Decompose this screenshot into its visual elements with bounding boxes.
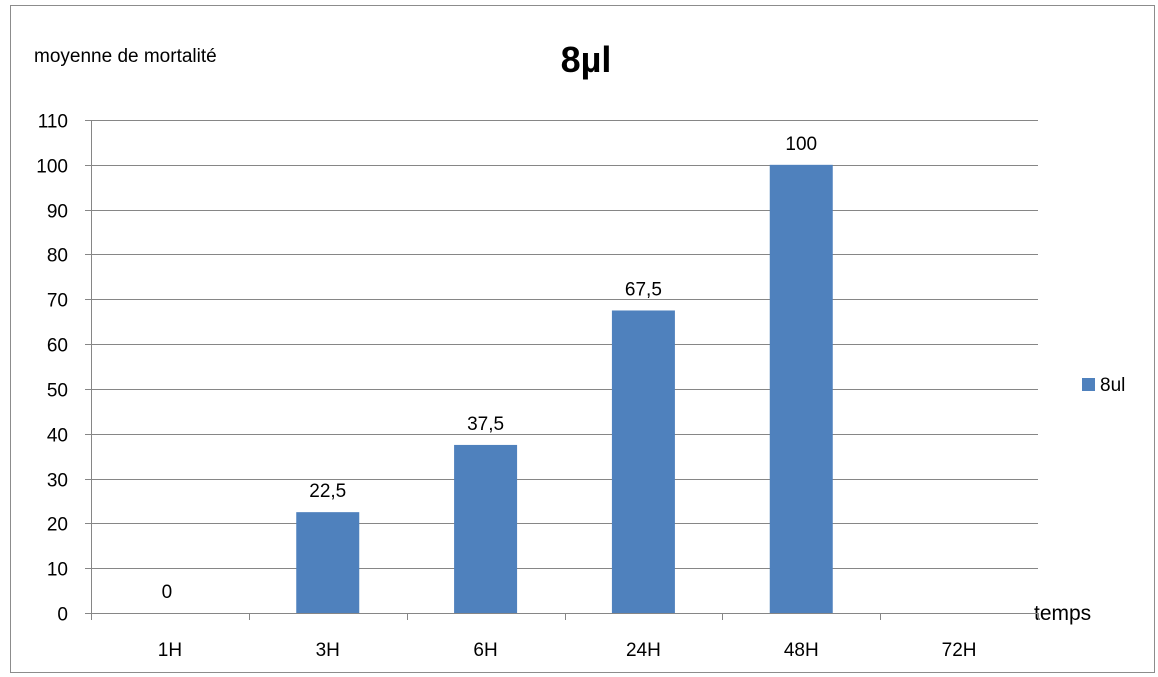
y-tick-label: 20 [47, 515, 68, 536]
x-tick-label: 3H [316, 640, 340, 661]
data-label: 37,5 [467, 414, 504, 435]
gridlines [85, 120, 1038, 614]
x-tick-label: 72H [942, 640, 977, 661]
bar [769, 164, 833, 613]
x-tick-label: 24H [626, 640, 661, 661]
data-labels: 0 22,5 37,5 67,5 100 [162, 134, 817, 603]
bar [454, 444, 518, 613]
y-tick-label: 100 [36, 157, 68, 178]
y-tick-label: 70 [47, 291, 68, 312]
bar-series [296, 164, 833, 613]
y-tick-label: 40 [47, 426, 68, 447]
y-tick-label: 50 [47, 381, 68, 402]
y-tick-label: 10 [47, 560, 68, 581]
chart-frame [10, 5, 1155, 673]
data-label: 0 [162, 582, 173, 603]
x-tick-label: 1H [158, 640, 182, 661]
chart-title: 8µl [561, 39, 612, 80]
y-tick-label: 80 [47, 246, 68, 267]
data-label: 100 [785, 134, 817, 155]
y-tick-label: 30 [47, 471, 68, 492]
legend-swatch [1082, 378, 1095, 391]
data-label: 67,5 [625, 279, 662, 300]
y-axis-ticks: 0 10 20 30 40 50 60 70 80 90 100 110 [36, 112, 68, 626]
x-axis: 1H 3H 6H 24H 48H 72H [91, 120, 1039, 661]
y-tick-label: 60 [47, 336, 68, 357]
data-label: 22,5 [309, 481, 346, 502]
y-tick-label: 110 [38, 112, 68, 133]
x-tick-label: 6H [473, 640, 497, 661]
x-tick-label: 48H [784, 640, 819, 661]
legend: 8ul [1082, 375, 1125, 396]
y-axis-label: moyenne de mortalité [34, 46, 217, 67]
bar [296, 512, 360, 613]
x-axis-label: temps [1034, 602, 1091, 625]
y-tick-label: 90 [47, 202, 68, 223]
legend-label: 8ul [1100, 375, 1125, 396]
bar [611, 310, 675, 613]
y-tick-label: 0 [57, 605, 68, 626]
